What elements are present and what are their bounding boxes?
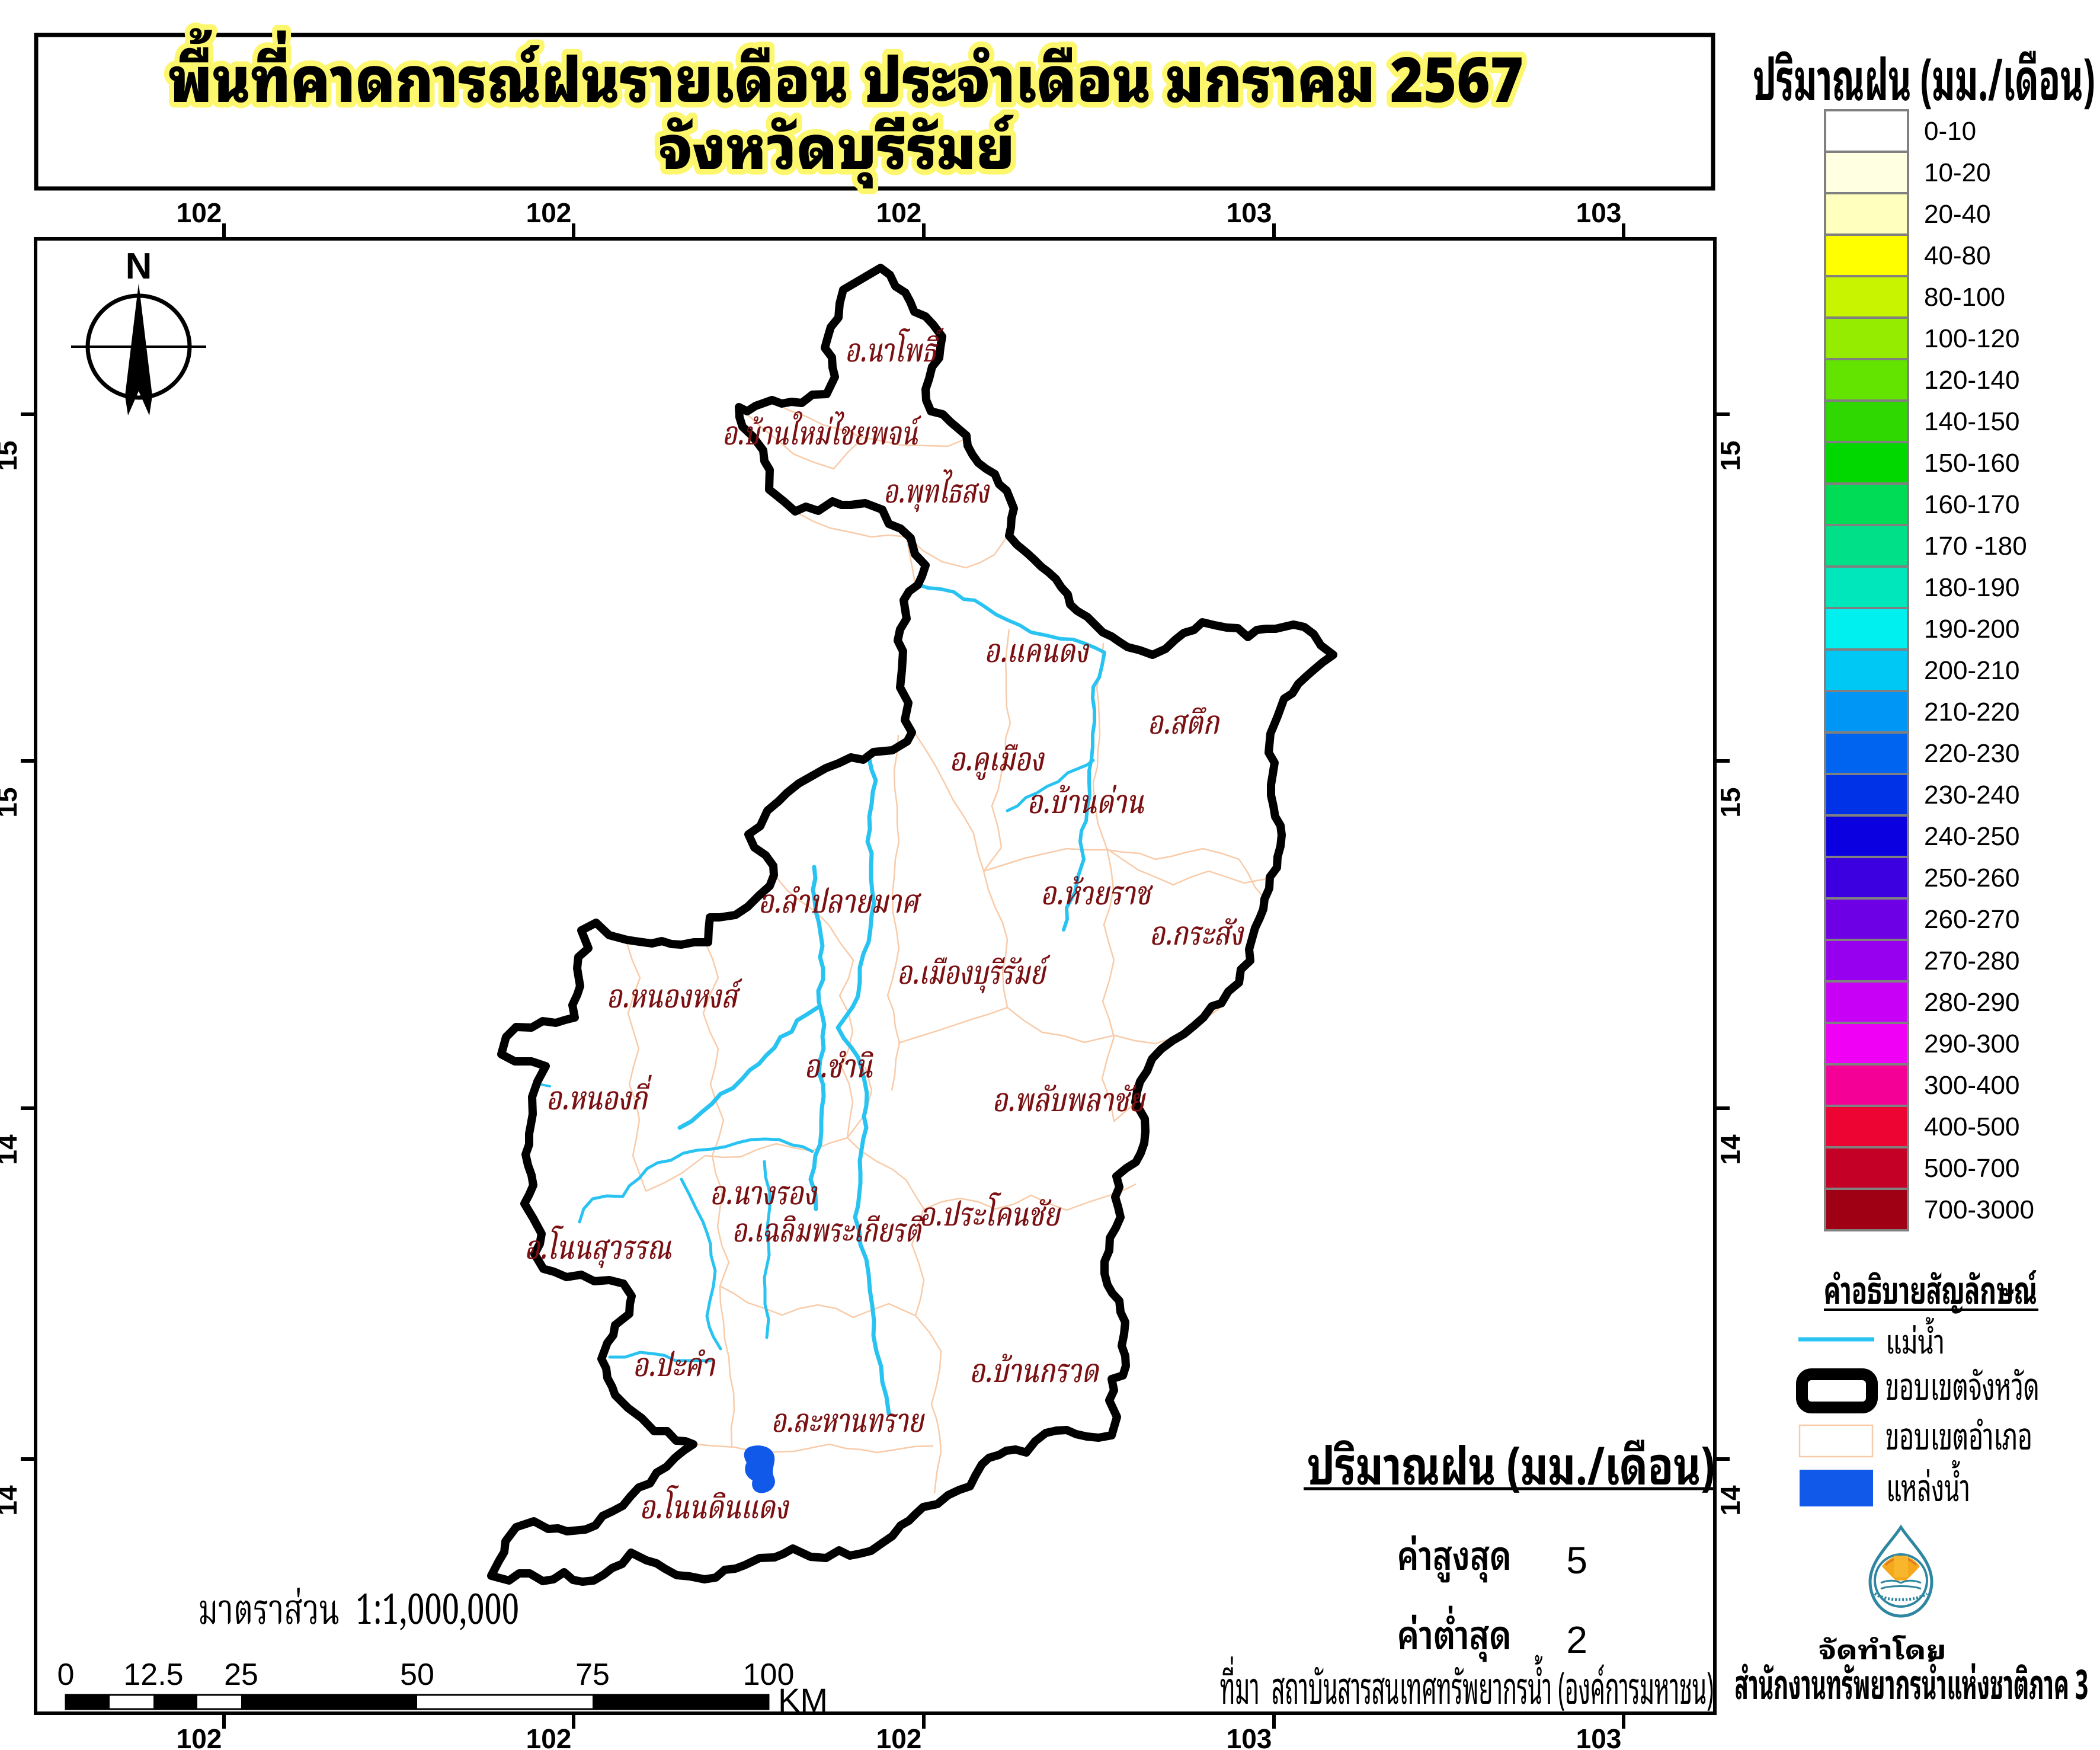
svg-text:200-210: 200-210 (1924, 656, 2019, 685)
svg-text:2: 2 (1566, 1618, 1587, 1661)
svg-text:14: 14 (0, 1485, 23, 1516)
svg-text:15: 15 (1715, 787, 1746, 817)
svg-text:250-260: 250-260 (1924, 863, 2019, 892)
svg-text:103: 103 (1576, 197, 1622, 228)
svg-text:180-190: 180-190 (1924, 573, 2019, 602)
svg-text:102: 102 (526, 197, 572, 228)
svg-text:230-240: 230-240 (1924, 780, 2019, 810)
svg-text:700-3000: 700-3000 (1924, 1195, 2034, 1224)
svg-text:270-280: 270-280 (1924, 946, 2019, 975)
svg-text:10-20: 10-20 (1924, 158, 1991, 187)
svg-text:170 -180: 170 -180 (1924, 532, 2027, 561)
svg-text:300-400: 300-400 (1924, 1071, 2019, 1100)
svg-text:25: 25 (224, 1658, 258, 1692)
svg-text:103: 103 (1576, 1723, 1622, 1750)
svg-text:0-10: 0-10 (1924, 117, 1976, 146)
svg-text:500-700: 500-700 (1924, 1154, 2019, 1183)
svg-text:260-270: 260-270 (1924, 905, 2019, 934)
svg-text:102: 102 (177, 1723, 222, 1750)
svg-text:103: 103 (1227, 1723, 1272, 1750)
svg-text:103: 103 (1227, 197, 1272, 228)
svg-text:210-220: 210-220 (1924, 698, 2019, 727)
svg-text:240-250: 240-250 (1924, 822, 2019, 851)
svg-text:KM: KM (778, 1681, 828, 1719)
svg-text:75: 75 (575, 1658, 610, 1692)
svg-text:102: 102 (876, 197, 922, 228)
svg-text:80-100: 80-100 (1924, 283, 2005, 312)
svg-text:100: 100 (743, 1658, 795, 1692)
svg-text:50: 50 (400, 1658, 434, 1692)
svg-text:400-500: 400-500 (1924, 1112, 2019, 1141)
svg-text:140-150: 140-150 (1924, 407, 2019, 436)
svg-text:5: 5 (1566, 1539, 1587, 1582)
svg-text:290-300: 290-300 (1924, 1029, 2019, 1058)
svg-text:14: 14 (1715, 1134, 1746, 1165)
svg-text:15: 15 (1715, 440, 1746, 471)
svg-text:N: N (126, 246, 152, 287)
svg-text:15: 15 (0, 787, 23, 817)
svg-text:15: 15 (0, 440, 23, 471)
svg-text:102: 102 (177, 197, 222, 228)
svg-text:14: 14 (0, 1134, 23, 1165)
svg-text:40-80: 40-80 (1924, 241, 1991, 270)
svg-text:220-230: 220-230 (1924, 739, 2019, 768)
svg-text:160-170: 160-170 (1924, 490, 2019, 519)
svg-text:102: 102 (876, 1723, 922, 1750)
svg-text:190-200: 190-200 (1924, 615, 2019, 644)
svg-text:150-160: 150-160 (1924, 449, 2019, 478)
svg-text:100-120: 100-120 (1924, 324, 2019, 353)
svg-text:12.5: 12.5 (123, 1658, 183, 1692)
svg-text:0: 0 (57, 1658, 75, 1692)
svg-text:20-40: 20-40 (1924, 200, 1991, 229)
svg-text:102: 102 (526, 1723, 572, 1750)
svg-text:280-290: 280-290 (1924, 988, 2019, 1017)
svg-text:120-140: 120-140 (1924, 366, 2019, 395)
svg-text:14: 14 (1715, 1485, 1746, 1516)
